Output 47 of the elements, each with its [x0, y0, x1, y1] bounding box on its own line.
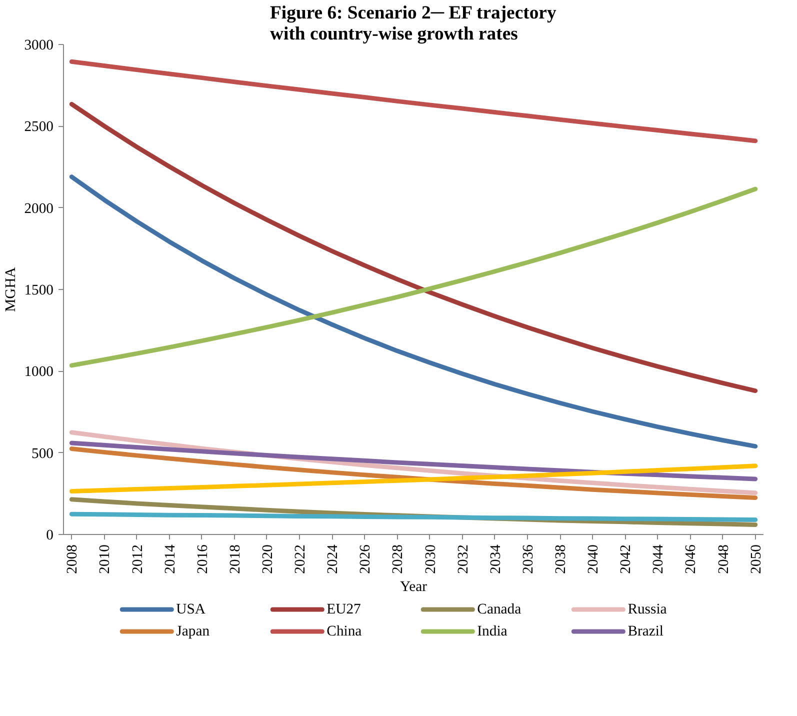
x-tick-label: 2032 [455, 544, 472, 574]
x-tick-label: 2010 [97, 544, 114, 574]
x-tick-label: 2042 [618, 544, 634, 574]
legend-label: Russia [628, 602, 668, 618]
legend-label: Canada [477, 602, 522, 618]
legend-label: EU27 [326, 602, 361, 618]
x-tick-label: 2022 [292, 544, 309, 574]
chart-title: Figure 6: Scenario 2─ EF trajectory with country-wise growth rates [270, 2, 557, 44]
x-tick-label: 2018 [227, 544, 244, 574]
x-tick-label: 2024 [325, 544, 342, 574]
line-series [69, 440, 758, 482]
y-tick-label: 1000 [24, 364, 54, 380]
y-tick-label: 500 [32, 446, 54, 462]
y-tick-label: 2500 [24, 119, 54, 136]
x-axis-title: Year [400, 578, 428, 595]
x-tick-label: 2050 [748, 544, 764, 574]
x-tick-label: 2016 [194, 544, 211, 574]
line-series [69, 174, 758, 449]
x-tick-label: 2008 [64, 544, 81, 574]
x-tick-label: 2034 [488, 544, 504, 574]
y-tick-label: 0 [46, 528, 54, 544]
line-series [69, 102, 758, 394]
x-tick-label: 2012 [130, 544, 146, 574]
x-tick-label: 2048 [716, 544, 732, 574]
y-tick-label: 1500 [24, 282, 54, 298]
legend-label: USA [176, 602, 206, 618]
x-tick-label: 2026 [358, 544, 374, 574]
x-tick-label: 2046 [683, 544, 700, 574]
line-series [69, 464, 758, 494]
x-tick-label: 2044 [650, 544, 667, 574]
y-tick-label: 2000 [24, 200, 54, 217]
x-tick-label: 2028 [390, 544, 406, 574]
x-tick-label: 2040 [586, 544, 602, 574]
legend-label: Brazil [628, 624, 664, 640]
x-tick-label: 2030 [422, 544, 439, 574]
legend-label: China [326, 624, 362, 640]
legend-label: India [477, 624, 508, 640]
line-series [69, 446, 758, 500]
x-tick-label: 2014 [162, 544, 178, 574]
x-tick-label: 2020 [260, 544, 276, 574]
x-tick-label: 2038 [553, 544, 570, 574]
y-axis-title: MGHA [3, 266, 20, 312]
y-tick-label: 3000 [24, 38, 54, 54]
line-series [69, 59, 758, 144]
x-tick-label: 2036 [520, 544, 536, 574]
line-series [69, 186, 758, 368]
legend-label: Japan [176, 624, 210, 640]
